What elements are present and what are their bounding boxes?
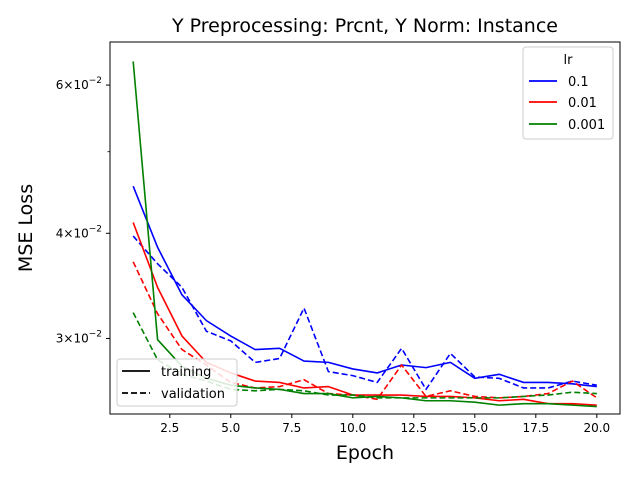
legend-entry-label: validation [161,387,225,402]
legend-entry: training [122,365,211,380]
x-tick-label: 7.5 [282,421,301,435]
legend-entry-label: 0.001 [568,118,605,133]
legend-lr-box [522,46,614,140]
axes-frame [109,41,621,415]
x-axis-label: Epoch [336,442,394,464]
x-tick-label: 12.5 [400,421,427,435]
x-tick-label: 17.5 [522,421,549,435]
legend-entry-label: training [161,365,211,380]
x-tick-label: 20.0 [583,421,610,435]
legend-entry: 0.1 [529,75,589,90]
chart-title: Y Preprocessing: Prcnt, Y Norm: Instance [171,15,558,37]
legend-entry-label: 0.01 [568,96,597,111]
x-tick-label: 2.5 [160,421,179,435]
x-tick-label: 15.0 [461,421,488,435]
legend-entry: 0.001 [529,118,605,133]
legend-entry: validation [122,387,225,402]
legend-entry-label: 0.1 [568,75,589,90]
x-tick-label: 10.0 [339,421,366,435]
y-tick-label: 4×10−2 [56,224,102,240]
legend-lr-title: lr [564,53,574,68]
y-tick-label: 6×10−2 [56,76,102,92]
legend-style: training validation [116,358,238,407]
y-axis-label: MSE Loss [15,184,37,272]
legend-entry: 0.01 [529,96,597,111]
y-tick-label: 3×10−2 [56,329,102,345]
series-line-lr-0.1-training [132,185,597,388]
y-axis-ticks: 3×10−2 4×10−2 6×10−2 [56,76,110,345]
legend-lr: lr 0.1 0.01 0.001 [522,46,614,140]
x-tick-label: 5.0 [221,421,240,435]
x-axis-ticks: 2.5 5.0 7.5 10.0 12.5 15.0 17.5 20.0 [160,414,610,435]
